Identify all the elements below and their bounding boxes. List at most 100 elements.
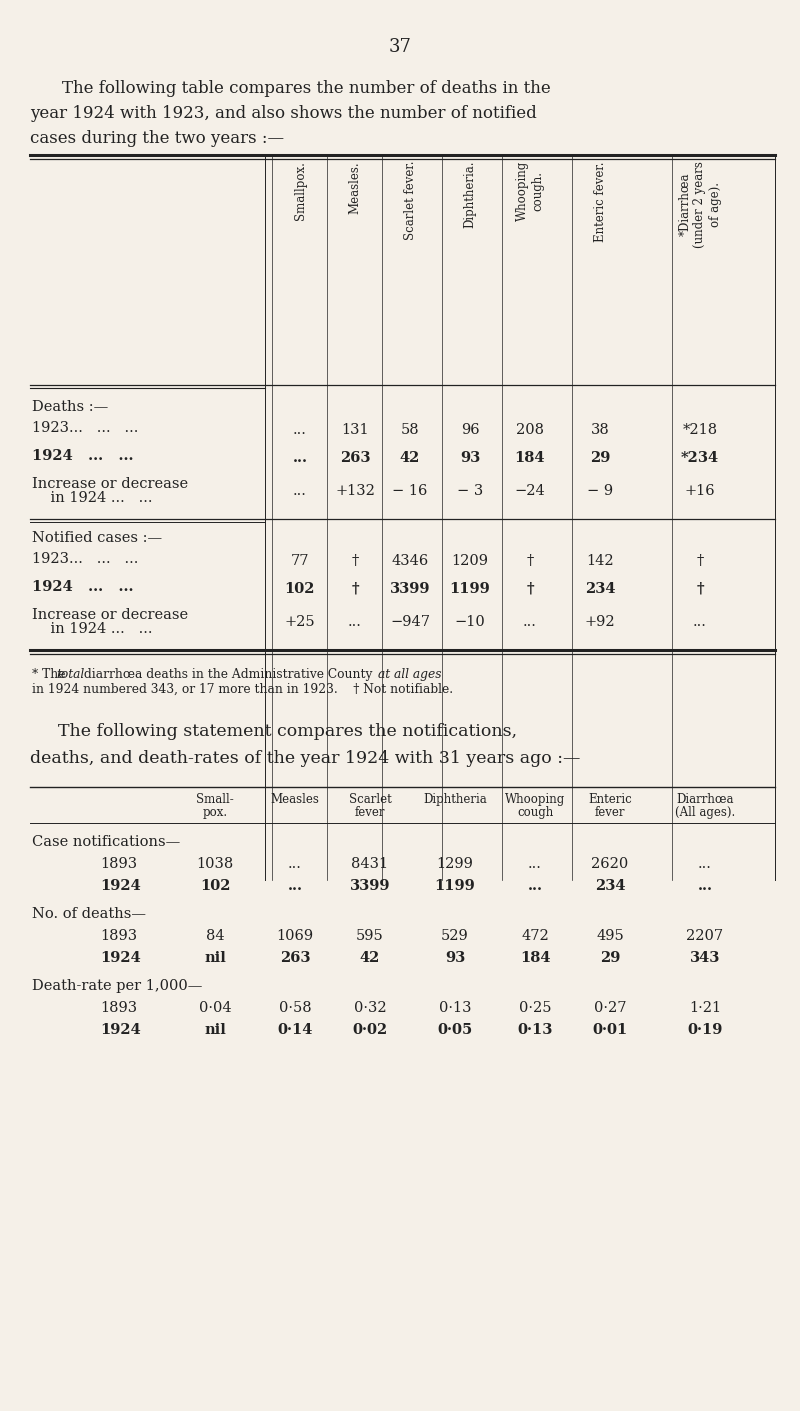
Text: ...: ... <box>528 856 542 871</box>
Text: −10: −10 <box>454 615 486 629</box>
Text: ...: ... <box>287 879 302 893</box>
Text: ...: ... <box>293 423 307 437</box>
Text: 3399: 3399 <box>350 879 390 893</box>
Text: fever: fever <box>594 806 626 818</box>
Text: 1924   ...   ...: 1924 ... ... <box>32 449 134 463</box>
Text: Enteric fever.: Enteric fever. <box>594 161 606 241</box>
Text: 37: 37 <box>389 38 411 56</box>
Text: *Diarrhœa
(under 2 years
of age).: *Diarrhœa (under 2 years of age). <box>678 161 722 248</box>
Text: 58: 58 <box>401 423 419 437</box>
Text: 93: 93 <box>445 951 465 965</box>
Text: fever: fever <box>354 806 386 818</box>
Text: Notified cases :—: Notified cases :— <box>32 531 162 545</box>
Text: 0·05: 0·05 <box>438 1023 473 1037</box>
Text: Diphtheria: Diphtheria <box>423 793 487 806</box>
Text: Scarlet fever.: Scarlet fever. <box>403 161 417 240</box>
Text: 263: 263 <box>340 452 370 466</box>
Text: 1923...   ...   ...: 1923... ... ... <box>32 420 138 435</box>
Text: 0·01: 0·01 <box>592 1023 628 1037</box>
Text: 184: 184 <box>520 951 550 965</box>
Text: ...: ... <box>293 484 307 498</box>
Text: 595: 595 <box>356 928 384 943</box>
Text: − 16: − 16 <box>392 484 428 498</box>
Text: †: † <box>696 555 704 569</box>
Text: 84: 84 <box>206 928 224 943</box>
Text: 8431: 8431 <box>351 856 389 871</box>
Text: 0·04: 0·04 <box>198 1000 231 1015</box>
Text: +92: +92 <box>585 615 615 629</box>
Text: in 1924 ...   ...: in 1924 ... ... <box>32 491 153 505</box>
Text: †: † <box>526 555 534 569</box>
Text: Scarlet: Scarlet <box>349 793 391 806</box>
Text: †: † <box>696 581 704 595</box>
Text: 102: 102 <box>285 581 315 595</box>
Text: 0·13: 0·13 <box>438 1000 471 1015</box>
Text: ...: ... <box>527 879 542 893</box>
Text: − 9: − 9 <box>587 484 613 498</box>
Text: +16: +16 <box>685 484 715 498</box>
Text: Measles.: Measles. <box>349 161 362 213</box>
Text: 0·25: 0·25 <box>518 1000 551 1015</box>
Text: 3399: 3399 <box>390 581 430 595</box>
Text: 234: 234 <box>594 879 626 893</box>
Text: Case notifications—: Case notifications— <box>32 835 180 849</box>
Text: in 1924 ...   ...: in 1924 ... ... <box>32 622 153 636</box>
Text: year 1924 with 1923, and also shows the number of notified: year 1924 with 1923, and also shows the … <box>30 104 537 121</box>
Text: 42: 42 <box>360 951 380 965</box>
Text: 1893: 1893 <box>100 1000 137 1015</box>
Text: 4346: 4346 <box>391 555 429 569</box>
Text: 1893: 1893 <box>100 856 137 871</box>
Text: 1924: 1924 <box>100 1023 141 1037</box>
Text: nil: nil <box>204 951 226 965</box>
Text: 1069: 1069 <box>277 928 314 943</box>
Text: ...: ... <box>288 856 302 871</box>
Text: 42: 42 <box>400 452 420 466</box>
Text: 29: 29 <box>590 452 610 466</box>
Text: 0·02: 0·02 <box>352 1023 388 1037</box>
Text: +132: +132 <box>335 484 375 498</box>
Text: − 3: − 3 <box>457 484 483 498</box>
Text: 142: 142 <box>586 555 614 569</box>
Text: 29: 29 <box>600 951 620 965</box>
Text: Deaths :—: Deaths :— <box>32 399 108 413</box>
Text: −24: −24 <box>514 484 546 498</box>
Text: deaths, and death-rates of the year 1924 with 31 years ago :—: deaths, and death-rates of the year 1924… <box>30 751 580 768</box>
Text: at all ages: at all ages <box>378 667 442 682</box>
Text: Whooping
cough.: Whooping cough. <box>516 161 544 222</box>
Text: ...: ... <box>698 856 712 871</box>
Text: 38: 38 <box>590 423 610 437</box>
Text: Increase or decrease: Increase or decrease <box>32 608 188 622</box>
Text: ...: ... <box>293 452 307 466</box>
Text: No. of deaths—: No. of deaths— <box>32 907 146 921</box>
Text: *218: *218 <box>682 423 718 437</box>
Text: †: † <box>526 581 534 595</box>
Text: ...: ... <box>523 615 537 629</box>
Text: 77: 77 <box>290 555 310 569</box>
Text: The following table compares the number of deaths in the: The following table compares the number … <box>62 80 550 97</box>
Text: 0·27: 0·27 <box>594 1000 626 1015</box>
Text: 343: 343 <box>690 951 720 965</box>
Text: 102: 102 <box>200 879 230 893</box>
Text: diarrhœa deaths in the Administrative County: diarrhœa deaths in the Administrative Co… <box>80 667 376 682</box>
Text: 131: 131 <box>341 423 369 437</box>
Text: 2207: 2207 <box>686 928 723 943</box>
Text: nil: nil <box>204 1023 226 1037</box>
Text: 0·58: 0·58 <box>278 1000 311 1015</box>
Text: cases during the two years :—: cases during the two years :— <box>30 130 284 147</box>
Text: 1199: 1199 <box>434 879 475 893</box>
Text: 0·19: 0·19 <box>687 1023 722 1037</box>
Text: 184: 184 <box>514 452 546 466</box>
Text: †: † <box>351 581 359 595</box>
Text: 1199: 1199 <box>450 581 490 595</box>
Text: *234: *234 <box>681 452 719 466</box>
Text: 2620: 2620 <box>591 856 629 871</box>
Text: 1924: 1924 <box>100 951 141 965</box>
Text: 0·13: 0·13 <box>518 1023 553 1037</box>
Text: Whooping: Whooping <box>505 793 565 806</box>
Text: 208: 208 <box>516 423 544 437</box>
Text: cough: cough <box>517 806 553 818</box>
Text: (All ages).: (All ages). <box>675 806 735 818</box>
Text: 0·14: 0·14 <box>278 1023 313 1037</box>
Text: in 1924 numbered 343, or 17 more than in 1923.    † Not notifiable.: in 1924 numbered 343, or 17 more than in… <box>32 683 453 696</box>
Text: 1924: 1924 <box>100 879 141 893</box>
